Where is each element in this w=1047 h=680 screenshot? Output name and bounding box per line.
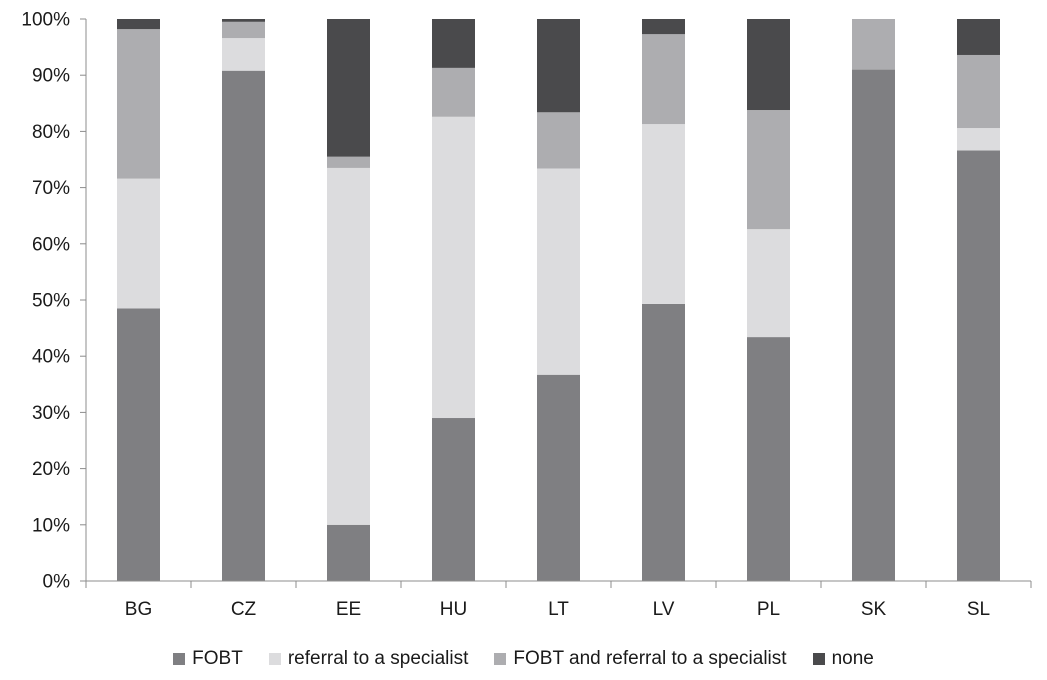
bar-segment-sl-series-0	[957, 150, 1000, 581]
legend-label: FOBT	[192, 648, 243, 669]
bar-segment-lt-series-0	[537, 374, 580, 581]
bar-segment-hu-series-2	[432, 67, 475, 117]
bar-segment-lv-series-0	[642, 303, 685, 581]
x-tick-label: BG	[125, 599, 152, 620]
bars-group	[117, 19, 1000, 581]
bar-segment-lv-series-1	[642, 124, 685, 304]
bar-segment-lv-series-3	[642, 19, 685, 35]
legend: FOBT referral to a specialist FOBT and ref…	[0, 646, 1047, 672]
bar-segment-ee-series-3	[327, 19, 370, 157]
bar-segment-sk-series-2	[852, 19, 895, 70]
legend-swatch	[173, 653, 186, 665]
legend-label: none	[831, 648, 874, 669]
bar-segment-pl-series-3	[747, 19, 790, 111]
y-tick-label: 90%	[32, 66, 70, 87]
x-tick-label: SL	[967, 599, 990, 620]
y-tick-label: 50%	[32, 291, 70, 312]
legend-item: referral to a specialist	[268, 648, 469, 670]
x-tick-label: HU	[440, 599, 467, 620]
bar-segment-bg-series-2	[117, 29, 160, 179]
legend-item: none	[812, 648, 874, 670]
bar-segment-hu-series-3	[432, 19, 475, 68]
legend-label: FOBT and referral to a specialist	[513, 648, 787, 669]
axes-group: 0% 10% 20% 30% 40% 50% 60% 70% 80% 90% 100% BG CZ EE H…	[21, 10, 1032, 620]
bar-segment-cz-series-1	[222, 38, 265, 71]
x-tick-label: PL	[757, 599, 780, 620]
bar-segment-cz-series-2	[222, 21, 265, 39]
legend-swatch	[812, 653, 825, 665]
bar-segment-lv-series-2	[642, 34, 685, 125]
bar-segment-lt-series-2	[537, 112, 580, 169]
x-tick-label: LT	[548, 599, 569, 620]
bar-segment-ee-series-1	[327, 167, 370, 525]
y-tick-label: 100%	[21, 10, 70, 31]
bar-segment-ee-series-0	[327, 524, 370, 581]
y-tick-label: 80%	[32, 122, 70, 143]
y-tick-label: 20%	[32, 459, 70, 480]
legend-item: FOBT	[173, 648, 243, 670]
y-tick-label: 60%	[32, 234, 70, 255]
bar-segment-bg-series-1	[117, 178, 160, 309]
bar-segment-pl-series-1	[747, 229, 790, 338]
x-tick-label: EE	[336, 599, 361, 620]
bar-segment-hu-series-0	[432, 418, 475, 581]
bar-segment-pl-series-2	[747, 110, 790, 230]
y-tick-label: 30%	[32, 403, 70, 424]
bar-segment-sl-series-1	[957, 128, 1000, 151]
y-tick-label: 0%	[43, 572, 71, 593]
legend-item: FOBT and referral to a specialist	[494, 648, 787, 670]
x-tick-label: LV	[653, 599, 675, 620]
bar-segment-sk-series-0	[852, 69, 895, 581]
legend-swatch	[494, 653, 507, 665]
legend-swatch	[268, 653, 281, 665]
bar-segment-sl-series-3	[957, 19, 1000, 55]
bar-segment-hu-series-1	[432, 116, 475, 419]
y-tick-label: 70%	[32, 178, 70, 199]
y-tick-label: 40%	[32, 347, 70, 368]
legend-label: referral to a specialist	[287, 648, 469, 669]
bar-segment-lt-series-3	[537, 19, 580, 113]
bar-segment-lt-series-1	[537, 168, 580, 375]
bar-segment-cz-series-3	[222, 19, 265, 22]
bar-segment-cz-series-0	[222, 70, 265, 581]
bar-segment-sl-series-2	[957, 54, 1000, 129]
y-tick-label: 10%	[32, 515, 70, 536]
x-tick-label: CZ	[231, 599, 257, 620]
bar-segment-bg-series-0	[117, 308, 160, 581]
x-tick-label: SK	[861, 599, 887, 620]
bar-segment-bg-series-3	[117, 19, 160, 30]
bar-segment-ee-series-2	[327, 156, 370, 168]
bar-segment-pl-series-0	[747, 337, 790, 581]
